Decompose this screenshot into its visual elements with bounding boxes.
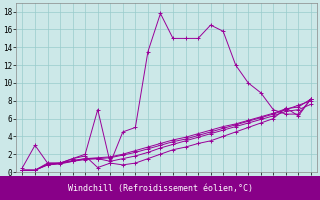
Text: Windchill (Refroidissement éolien,°C): Windchill (Refroidissement éolien,°C) (68, 184, 252, 192)
